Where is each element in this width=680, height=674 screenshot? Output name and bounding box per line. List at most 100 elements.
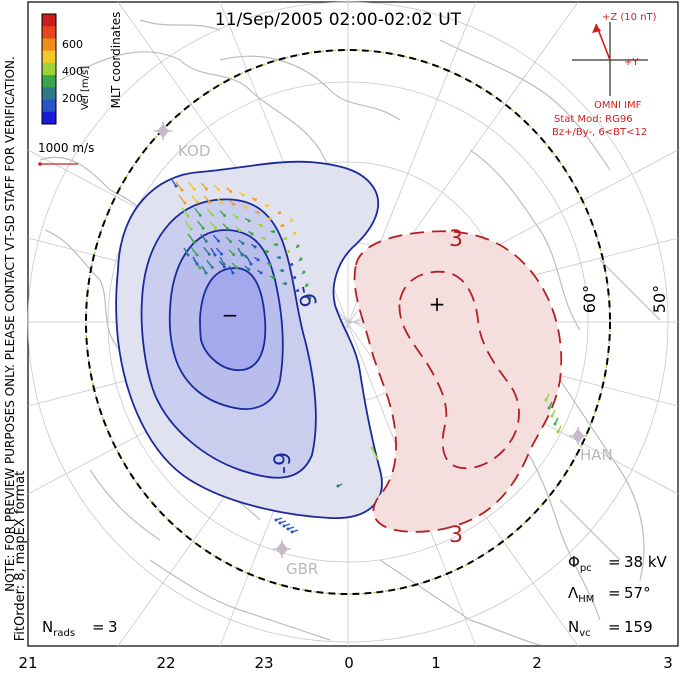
velocity-vector-origin	[266, 204, 270, 208]
imf-model: Stat Mod: RG96	[554, 114, 633, 125]
imf-condition: Bz+/By-, 6<BT<12	[552, 127, 647, 138]
velocity-vector-origin	[195, 253, 199, 257]
colorbar-segment	[42, 62, 56, 76]
velocity-vector-origin	[250, 232, 254, 236]
velocity-vector-origin	[550, 414, 554, 418]
velocity-vector-origin	[210, 213, 214, 217]
velocity-vector-origin	[308, 296, 312, 300]
velocity-vector-origin	[275, 243, 279, 247]
velocity-vector-origin	[296, 244, 300, 248]
lat-label-60: 60°	[580, 285, 599, 313]
colorbar-segment	[42, 99, 56, 113]
velocity-vector-origin	[229, 240, 233, 244]
colorbar-segment	[42, 50, 56, 64]
velocity-vector-origin	[262, 237, 266, 241]
velocity-vector-origin	[192, 187, 196, 191]
velocity-vector-origin	[244, 206, 248, 210]
velocity-vector-origin	[265, 250, 269, 254]
velocity-vector-origin	[235, 216, 239, 220]
velocity-vector-origin	[220, 201, 224, 205]
contour-label-neg6: -6	[291, 283, 320, 310]
lat-label-50: 50°	[650, 285, 669, 313]
velocity-vector	[175, 181, 183, 191]
velocity-vector-origin	[192, 240, 196, 244]
stat-nvc-value: 159	[624, 618, 653, 636]
fit-order-label: FitOrder: 8, mapEX format	[13, 471, 28, 642]
potential-min-marker: −	[222, 303, 239, 327]
scale-vector: 1000 m/s	[38, 141, 94, 166]
velocity-vector-origin	[241, 193, 245, 197]
velocity-vector-origin	[207, 252, 211, 256]
velocity-vector-origin	[302, 270, 306, 274]
velocity-vector-origin	[207, 200, 211, 204]
imf-z-label: +Z (10 nT)	[602, 12, 657, 23]
velocity-vector-origin	[241, 242, 245, 246]
velocity-vector-origin	[223, 214, 227, 218]
station-kod: KOD	[154, 122, 210, 160]
station-han: HAN	[569, 427, 613, 464]
velocity-vector-origin	[290, 263, 294, 267]
imf-source: OMNI IMF	[594, 100, 642, 111]
velocity-vector-origin	[213, 226, 217, 230]
map-title: 11/Sep/2005 02:00-02:02 UT	[215, 10, 462, 30]
velocity-vector-origin	[271, 276, 275, 280]
contour-label-pos3-bottom: 3	[449, 523, 463, 548]
coastlines	[39, 19, 661, 646]
velocity-vector-origin	[253, 245, 257, 249]
mlt-tick-0: 0	[344, 654, 354, 672]
velocity-vector-origin	[226, 227, 230, 231]
velocity-vector	[181, 207, 189, 217]
velocity-vector-origin	[268, 263, 272, 267]
velocity-vector-origin	[229, 190, 233, 194]
velocity-vector-origin	[274, 518, 278, 522]
velocity-vector-origin	[249, 262, 253, 266]
velocity-vector-origin	[336, 484, 340, 488]
velocity-vector-origin	[299, 257, 303, 261]
station-gbr: GBR	[273, 540, 318, 578]
mlt-tick-2: 2	[532, 654, 542, 672]
mlt-tick-1: 1	[431, 654, 441, 672]
station-label-gbr: GBR	[286, 560, 318, 578]
velocity-vector-origin	[296, 289, 300, 293]
velocity-vector	[184, 220, 192, 230]
velocity-vector-origin	[278, 211, 282, 215]
velocity-vector-origin	[198, 213, 202, 217]
colorbar-segment	[42, 111, 56, 125]
station-label-han: HAN	[580, 446, 613, 464]
velocity-vector-origin	[281, 224, 285, 228]
velocity-vector-origin	[240, 253, 244, 257]
potential-max-marker: +	[429, 292, 446, 316]
colorbar-tick-200: 200	[62, 92, 83, 105]
velocity-vector-origin	[547, 406, 551, 410]
velocity-vector-origin	[256, 211, 260, 215]
stat-nrads-eq: =	[92, 618, 105, 636]
velocity-vector-origin	[238, 229, 242, 233]
velocity-vector-origin	[284, 282, 288, 286]
velocity-vector-origin	[556, 430, 560, 434]
colorbar-segment	[42, 26, 56, 39]
velocity-vector-origin	[286, 527, 290, 531]
stat-phi-eq: =	[608, 553, 621, 571]
velocity-vector-origin	[553, 422, 557, 426]
velocity-vector	[371, 447, 379, 461]
colorbar-tick-400: 400	[62, 65, 83, 78]
velocity-vector-origin	[259, 271, 263, 275]
velocity-vector-origin	[287, 250, 291, 254]
stat-nrads-value: 3	[108, 618, 118, 636]
mlt-tick-22: 22	[156, 654, 175, 672]
negative-potential-cell	[115, 160, 383, 519]
velocity-vector-origin	[204, 271, 208, 275]
colorbar-segment	[42, 38, 56, 52]
velocity-vector-origin	[284, 237, 288, 241]
mlt-tick-23: 23	[254, 654, 273, 672]
velocity-vector-origin	[370, 446, 374, 450]
stat-lambda-eq: =	[608, 584, 621, 602]
velocity-vector-origin	[247, 219, 251, 223]
velocity-vector-origin	[222, 262, 226, 266]
stat-nvc-eq: =	[608, 618, 621, 636]
contour-label-neg9: -9	[271, 452, 296, 474]
velocity-vector-origin	[210, 265, 214, 269]
velocity-vectors	[171, 179, 562, 534]
velocity-vector-origin	[186, 253, 190, 257]
colorbar-label: Vel [m/s]	[80, 66, 91, 110]
